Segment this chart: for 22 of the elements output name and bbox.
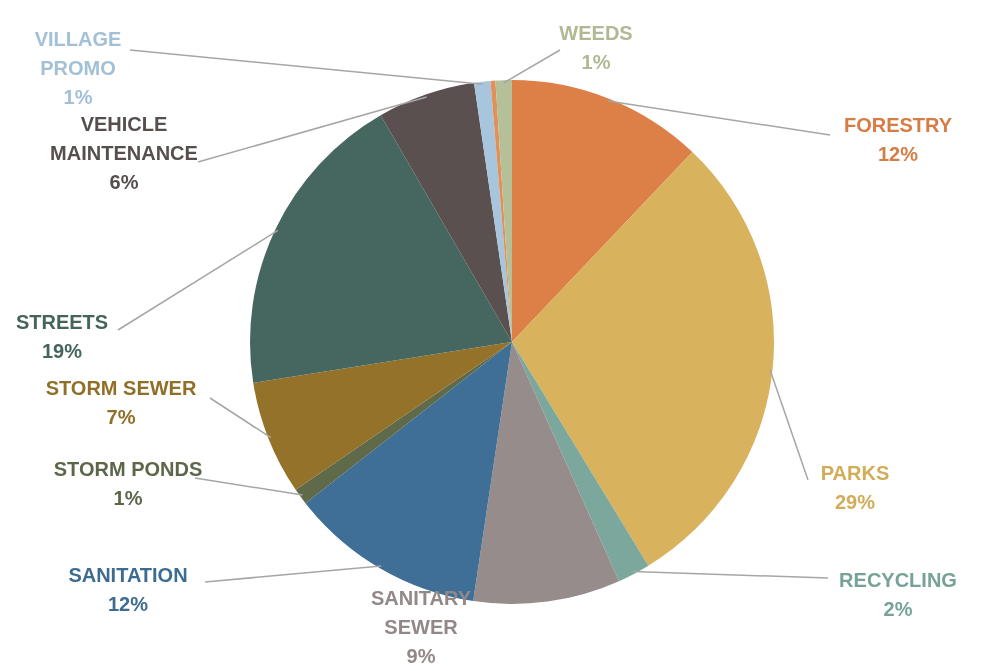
- slice-label: SANITATION: [68, 563, 188, 586]
- slice-label: SANITARY SEWER: [371, 586, 472, 638]
- slice-label: STREETS: [15, 310, 109, 333]
- data-label: 12%: [877, 142, 919, 165]
- data-label: 9%: [406, 644, 436, 667]
- data-label: 1%: [63, 85, 93, 108]
- slice-label: RECYCLING: [839, 568, 957, 591]
- slice-label: VEHICLE MAINTENANCE: [50, 112, 198, 164]
- slice-label: STORM PONDS: [53, 457, 203, 480]
- data-label: 19%: [41, 339, 83, 362]
- data-label: 1%: [581, 50, 611, 73]
- data-label: 6%: [109, 170, 139, 193]
- data-label: 2%: [883, 597, 913, 620]
- slice-label: STORM SEWER: [45, 376, 197, 399]
- data-label: 7%: [106, 405, 136, 428]
- data-label: 29%: [834, 490, 876, 513]
- slice-label: FORESTRY: [843, 113, 953, 136]
- data-label: 1%: [113, 486, 143, 509]
- slice-label: VILLAGE PROMO: [34, 27, 122, 79]
- slice-label: WEEDS: [559, 21, 633, 44]
- slice-label: PARKS: [820, 461, 890, 484]
- data-label: 12%: [107, 592, 149, 615]
